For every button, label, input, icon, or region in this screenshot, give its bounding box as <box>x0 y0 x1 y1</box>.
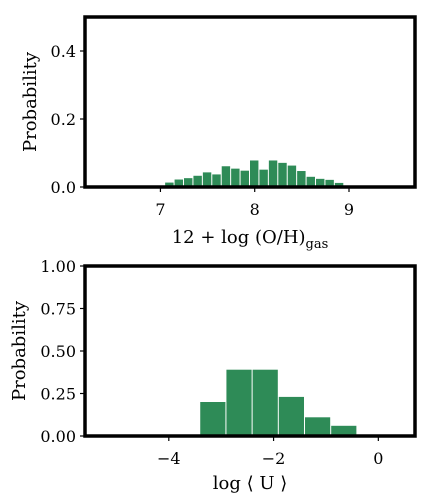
top-histogram-bar <box>240 170 249 187</box>
bottom-histogram-bar <box>331 425 357 436</box>
top-histogram-bar <box>165 182 174 187</box>
bottom-y-tick-label: 1.00 <box>40 257 76 276</box>
bottom-axis-ticks: −4 −2 0 0.00 0.25 0.50 0.75 1.00 <box>40 257 383 468</box>
bottom-y-tick-label: 0.50 <box>40 342 76 361</box>
top-histogram-bar <box>268 160 278 187</box>
bottom-y-tick-label: 0.00 <box>40 427 76 446</box>
top-histogram-bar <box>250 160 259 187</box>
bottom-histogram-bar <box>305 417 331 436</box>
bottom-axes-frame <box>83 264 417 438</box>
bottom-histogram-bars <box>200 369 357 436</box>
bottom-y-tick-label: 0.75 <box>40 300 76 319</box>
top-y-tick-label: 0.4 <box>51 42 76 61</box>
bottom-histogram-bar <box>200 402 226 436</box>
bottom-histogram-bar <box>252 369 278 436</box>
bottom-x-tick-label: −2 <box>262 449 286 468</box>
top-histogram-bar <box>287 165 297 187</box>
top-histogram-bar <box>334 182 344 187</box>
top-histogram-bar <box>306 176 315 187</box>
bottom-x-tick-label: −4 <box>157 449 181 468</box>
top-histogram-bar <box>325 179 334 187</box>
bottom-x-axis-label: log ⟨ U ⟩ <box>213 473 288 494</box>
bottom-histogram-bar <box>278 396 304 436</box>
top-x-tick-label: 7 <box>155 200 165 219</box>
top-histogram-bars <box>165 160 344 187</box>
top-histogram-bar <box>316 178 325 187</box>
top-x-tick-label: 9 <box>344 200 354 219</box>
bottom-histogram-bar <box>226 369 252 436</box>
top-y-axis-label: Probability <box>20 51 41 152</box>
top-histogram-bar <box>193 175 202 187</box>
bottom-x-tick-label: 0 <box>373 449 383 468</box>
top-axis-ticks: 7 8 9 0.0 0.2 0.4 <box>51 42 355 219</box>
top-histogram-panel: 7 8 9 0.0 0.2 0.4 12 + log (O/H)gas Probabili… <box>20 15 417 252</box>
top-x-axis-label: 12 + log (O/H)gas <box>172 227 329 252</box>
top-histogram-bar <box>184 178 193 187</box>
top-histogram-bar <box>221 166 231 187</box>
top-histogram-bar <box>212 174 221 187</box>
top-histogram-bar <box>259 169 268 187</box>
bottom-y-tick-label: 0.25 <box>40 385 76 404</box>
top-histogram-bar <box>297 171 306 187</box>
top-histogram-bar <box>174 179 183 187</box>
bottom-histogram-panel: −4 −2 0 0.00 0.25 0.50 0.75 1.00 log ⟨ U ⟩ Prob… <box>9 257 417 494</box>
bottom-y-axis-label: Probability <box>9 300 30 401</box>
top-histogram-bar <box>202 172 212 187</box>
top-axes-frame <box>83 15 417 189</box>
top-y-tick-label: 0.2 <box>51 110 76 129</box>
top-histogram-bar <box>278 162 287 187</box>
top-y-tick-label: 0.0 <box>51 178 76 197</box>
top-x-tick-label: 8 <box>250 200 260 219</box>
top-histogram-bar <box>231 168 240 187</box>
